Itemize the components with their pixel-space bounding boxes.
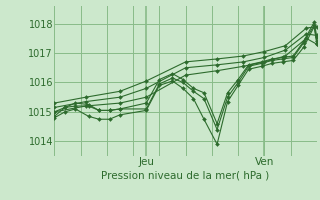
X-axis label: Pression niveau de la mer( hPa ): Pression niveau de la mer( hPa ) (101, 170, 270, 180)
